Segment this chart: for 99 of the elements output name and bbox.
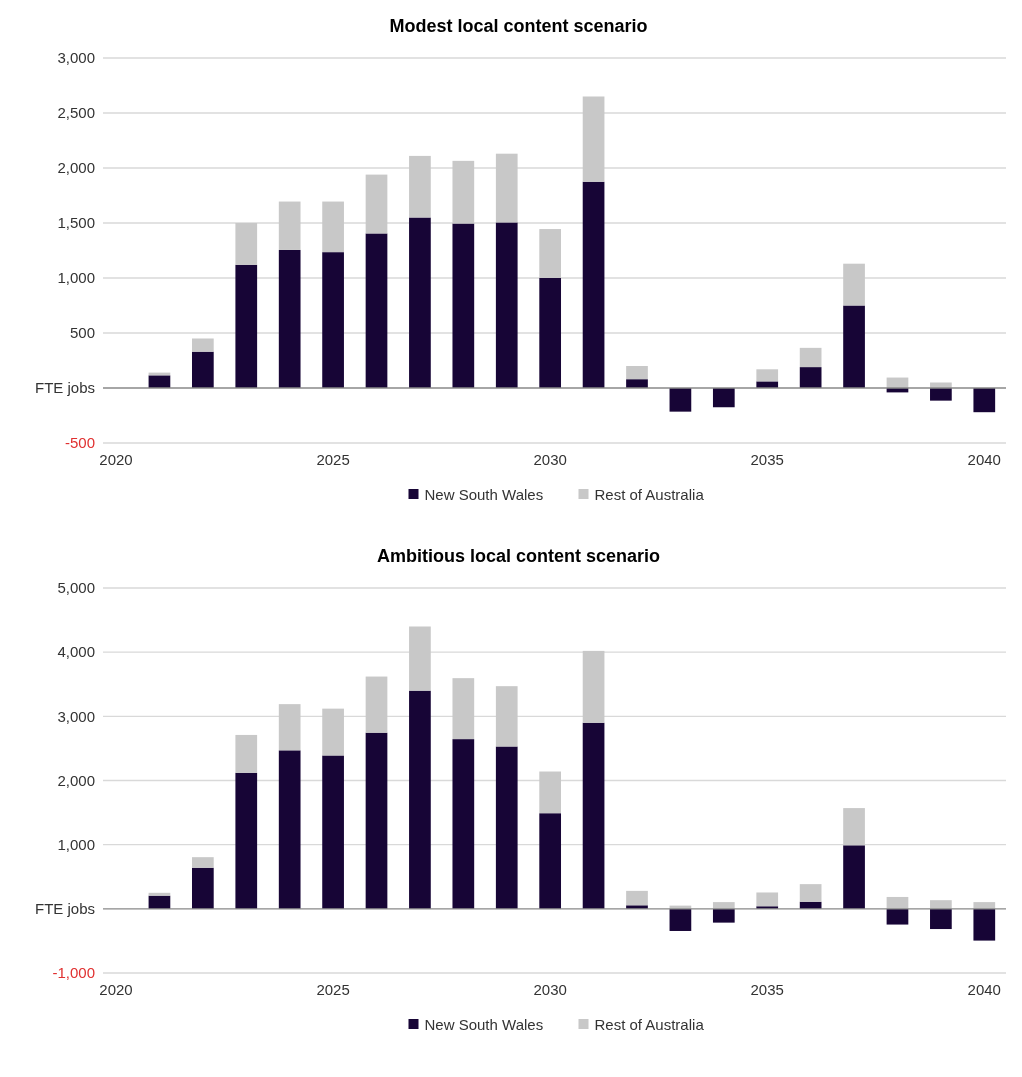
bar bbox=[409, 217, 431, 388]
chart-title: Modest local content scenario bbox=[389, 16, 648, 36]
bar bbox=[278, 750, 301, 909]
bar bbox=[235, 772, 258, 909]
bar bbox=[495, 153, 518, 223]
bar bbox=[539, 771, 562, 814]
bar bbox=[582, 650, 605, 723]
y-tick-label: 3,000 bbox=[57, 49, 95, 67]
legend-label: Rest of Australia bbox=[594, 1016, 705, 1034]
bar bbox=[843, 845, 865, 909]
x-tick-label: 2020 bbox=[99, 981, 133, 998]
bar bbox=[582, 181, 605, 388]
y-tick-label: 2,000 bbox=[57, 771, 95, 789]
y-tick-label: 1,000 bbox=[57, 269, 95, 287]
y-tick-label: -1,000 bbox=[52, 964, 95, 982]
bar bbox=[148, 892, 171, 896]
bar bbox=[626, 366, 648, 380]
chart-title: Ambitious local content scenario bbox=[376, 546, 661, 566]
y-tick-label: FTE jobs bbox=[34, 900, 95, 918]
bar bbox=[886, 896, 909, 909]
bar bbox=[322, 252, 344, 388]
bar bbox=[973, 902, 996, 909]
y-tick-label: -500 bbox=[64, 434, 95, 452]
bar bbox=[712, 388, 735, 408]
y-tick-label: 1,500 bbox=[57, 214, 95, 232]
y-tick-label: 2,000 bbox=[57, 159, 95, 177]
bar bbox=[148, 375, 171, 388]
bar bbox=[843, 263, 865, 306]
bar bbox=[452, 678, 475, 740]
y-tick-label: 500 bbox=[69, 324, 95, 342]
bar bbox=[365, 676, 388, 733]
bar bbox=[452, 223, 475, 388]
bar bbox=[539, 229, 562, 278]
bar bbox=[365, 174, 388, 234]
x-tick-label: 2025 bbox=[316, 981, 350, 998]
bar bbox=[365, 732, 388, 909]
bar bbox=[495, 746, 518, 909]
bar bbox=[930, 908, 952, 930]
bar bbox=[712, 908, 735, 923]
bar bbox=[235, 734, 258, 773]
x-tick-label: 2040 bbox=[967, 451, 1001, 468]
x-tick-label: 2035 bbox=[750, 451, 784, 468]
bar bbox=[495, 686, 518, 747]
bar bbox=[192, 338, 214, 352]
bar bbox=[669, 908, 692, 931]
bar bbox=[278, 249, 301, 388]
y-tick-label: 2,500 bbox=[57, 104, 95, 122]
bar bbox=[582, 722, 605, 909]
y-tick-label: 3,000 bbox=[57, 707, 95, 725]
bar bbox=[409, 626, 431, 691]
bar bbox=[626, 890, 648, 906]
bar bbox=[192, 867, 214, 909]
bar bbox=[452, 160, 475, 224]
x-tick-label: 2030 bbox=[533, 981, 567, 998]
bar bbox=[799, 347, 822, 368]
bar bbox=[799, 884, 822, 902]
bar bbox=[582, 96, 605, 182]
x-tick-label: 2025 bbox=[316, 451, 350, 468]
legend-label: Rest of Australia bbox=[594, 486, 705, 504]
bar bbox=[495, 222, 518, 388]
bar bbox=[886, 908, 909, 925]
bar bbox=[930, 900, 952, 909]
bar bbox=[973, 908, 996, 941]
bar bbox=[539, 813, 562, 909]
y-tick-label: 5,000 bbox=[57, 579, 95, 597]
bar bbox=[756, 892, 779, 907]
bar bbox=[278, 201, 301, 250]
bar bbox=[278, 704, 301, 751]
bar bbox=[626, 379, 648, 388]
bar bbox=[409, 690, 431, 909]
bar bbox=[452, 739, 475, 909]
x-tick-label: 2035 bbox=[750, 981, 784, 998]
bar bbox=[235, 264, 258, 388]
legend-label: New South Wales bbox=[424, 1016, 544, 1034]
bar bbox=[930, 388, 952, 401]
bar bbox=[843, 808, 865, 846]
bar bbox=[365, 233, 388, 388]
bar bbox=[322, 201, 344, 253]
bar bbox=[712, 902, 735, 909]
bar bbox=[409, 155, 431, 218]
bar bbox=[322, 755, 344, 909]
bar bbox=[756, 369, 779, 382]
y-tick-label: 4,000 bbox=[57, 643, 95, 661]
y-tick-label: FTE jobs bbox=[34, 379, 95, 397]
x-tick-label: 2030 bbox=[533, 451, 567, 468]
bar bbox=[539, 278, 562, 388]
bar bbox=[192, 857, 214, 868]
x-tick-label: 2020 bbox=[99, 451, 133, 468]
legend-label: New South Wales bbox=[424, 486, 544, 504]
bar bbox=[799, 367, 822, 388]
bar bbox=[843, 305, 865, 388]
bar bbox=[973, 388, 996, 413]
y-tick-label: 1,000 bbox=[57, 835, 95, 853]
x-tick-label: 2040 bbox=[967, 981, 1001, 998]
bar bbox=[192, 351, 214, 388]
bar bbox=[322, 708, 344, 756]
bar bbox=[669, 388, 692, 412]
bar bbox=[235, 223, 258, 265]
bar bbox=[756, 381, 779, 388]
